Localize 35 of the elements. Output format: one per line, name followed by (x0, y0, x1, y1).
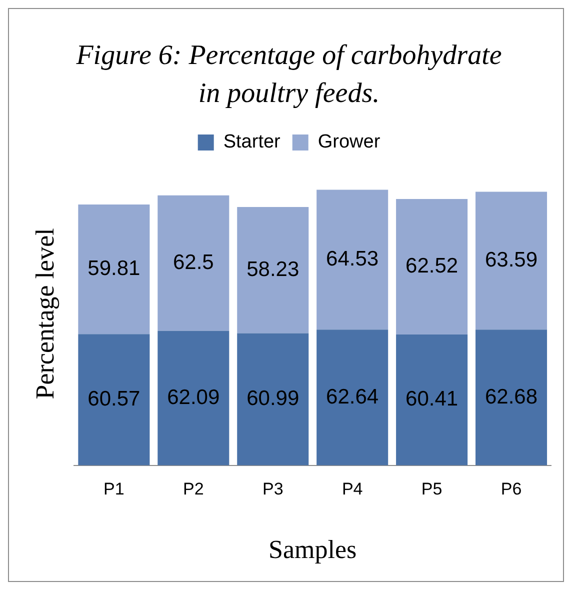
data-label: 60.99 (246, 387, 300, 410)
data-label: 58.23 (246, 258, 300, 281)
data-label: 59.81 (88, 257, 140, 280)
bar (396, 198, 468, 334)
bar (476, 192, 548, 330)
data-label: 62.64 (326, 385, 379, 408)
legend-label: Grower (318, 132, 381, 153)
x-tick-label: P6 (500, 479, 522, 498)
data-label: 60.57 (88, 388, 140, 411)
data-label: 64.53 (326, 248, 379, 271)
bar (316, 330, 388, 466)
bar (316, 190, 388, 330)
x-tick-label: P1 (104, 479, 124, 498)
legend-label: Starter (223, 132, 282, 153)
x-axis-title: Samples (268, 535, 357, 564)
data-label: 62.5 (172, 250, 214, 274)
y-axis-title: Percentage level (30, 228, 60, 400)
bar (158, 195, 230, 331)
data-label: 63.59 (484, 248, 538, 272)
bar (78, 334, 150, 466)
data-label: 60.41 (406, 388, 458, 411)
bar (78, 204, 150, 334)
bar (476, 330, 548, 466)
bar (237, 207, 309, 334)
x-tick-label: P4 (342, 479, 363, 498)
x-tick-label: P5 (421, 479, 442, 498)
data-label: 62.09 (167, 386, 220, 409)
data-label: 62.68 (484, 385, 538, 408)
x-tick-label: P2 (183, 479, 204, 498)
chart-title: Figure 6: Percentage of carbohydrate in poultry feeds. (75, 39, 503, 111)
bar (237, 333, 309, 466)
bar (158, 330, 230, 466)
bar (396, 334, 468, 466)
data-label: 62.52 (406, 254, 458, 278)
x-tick-label: P3 (262, 479, 284, 498)
